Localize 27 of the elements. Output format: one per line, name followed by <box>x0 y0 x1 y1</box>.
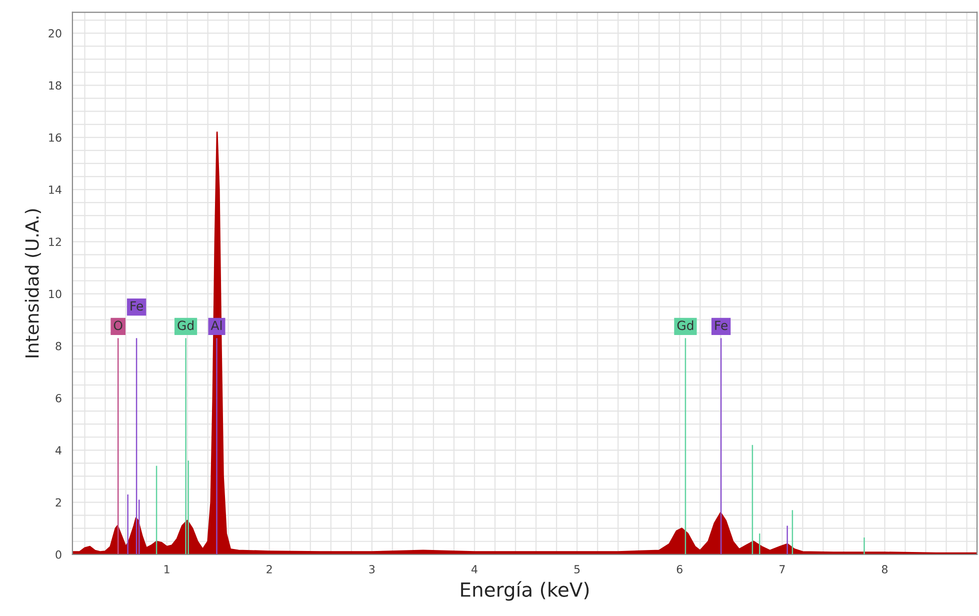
y-tick-label: 0 <box>56 550 62 559</box>
y-tick-label: 12 <box>49 238 61 246</box>
x-tick-label: 3 <box>369 565 375 574</box>
x-tick-label: 2 <box>266 565 272 574</box>
y-tick-label: 18 <box>49 81 62 90</box>
y-axis-title: Intensidad (U.A.) <box>24 209 41 358</box>
annotation: Fe <box>130 301 143 311</box>
annotation: O <box>114 320 122 330</box>
y-tick-label: 16 <box>49 133 62 142</box>
annotation: Gd <box>677 320 694 330</box>
annotation: Al <box>210 320 222 330</box>
y-tick-label: 4 <box>56 446 62 454</box>
x-axis-title: Energía (keV) <box>461 581 589 601</box>
annotation: Gd <box>178 320 194 330</box>
x-tick-label: 8 <box>882 565 888 574</box>
x-tick-label: 1 <box>164 565 170 574</box>
y-tick-label: 6 <box>56 394 62 402</box>
annotation: Fe <box>715 320 728 330</box>
x-tick-label: 5 <box>574 565 580 574</box>
y-tick-label: 14 <box>49 186 62 194</box>
x-tick-label: 6 <box>676 565 682 574</box>
x-tick-label: 7 <box>780 565 785 574</box>
y-tick-label: 20 <box>48 29 62 38</box>
y-tick-label: 8 <box>56 342 62 350</box>
x-tick-label: 4 <box>471 565 478 574</box>
y-tick-label: 2 <box>56 498 61 506</box>
y-tick-label: 10 <box>49 290 62 298</box>
